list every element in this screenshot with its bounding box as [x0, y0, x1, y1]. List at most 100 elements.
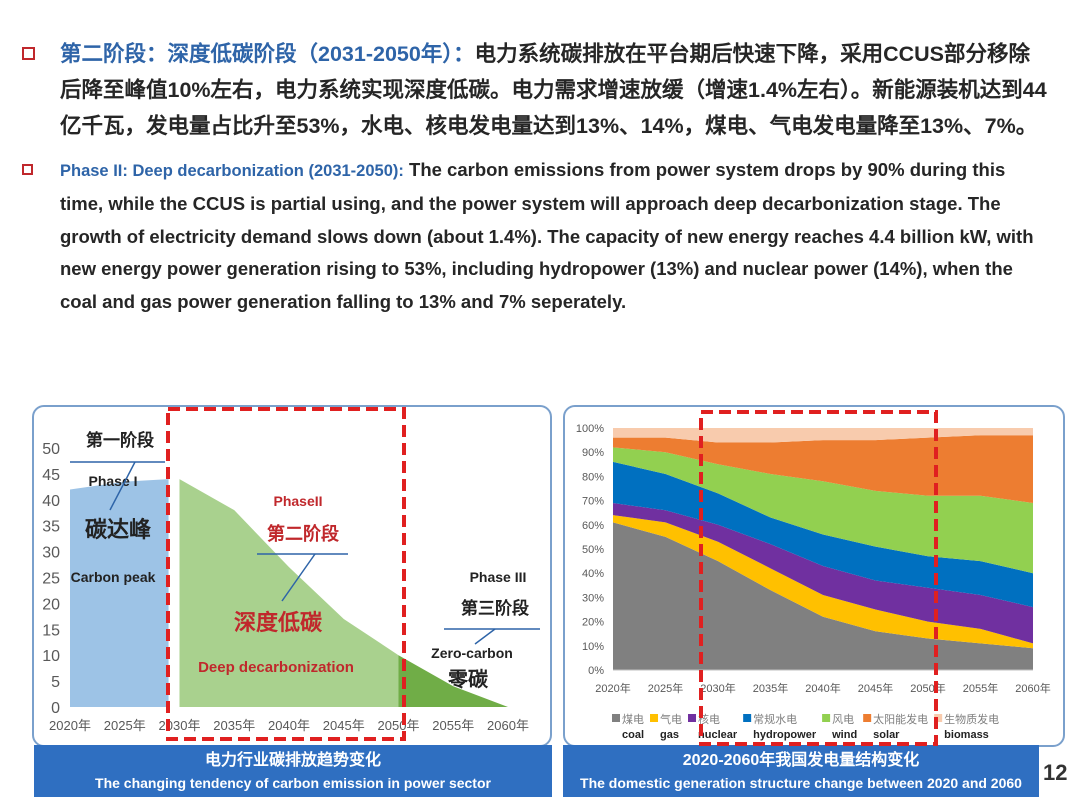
y-tick-label: 15	[42, 622, 60, 639]
x-tick-label: 2050年	[378, 718, 420, 733]
caption-zh: 电力行业碳排放趋势变化	[204, 752, 381, 769]
phase1-zh-label: 第一阶段	[86, 430, 154, 450]
legend-label-hydropower: 常规水电	[753, 712, 797, 726]
zero-carbon-en: Zero-carbon	[431, 645, 513, 661]
legend-en-solar: solar	[873, 729, 900, 741]
legend-swatch-biomass	[934, 714, 943, 722]
y-tick-label: 0	[51, 700, 60, 717]
y-tick-label: 20%	[582, 617, 604, 629]
en-paragraph: Phase II: Deep decarbonization (2031-205…	[22, 154, 1050, 319]
y-tick-label: 50	[42, 441, 60, 458]
carbon-peak-en: Carbon peak	[71, 569, 156, 585]
area-solar	[613, 435, 1033, 504]
phase2-zh-label: 第二阶段	[267, 523, 340, 544]
caption-en: The domestic generation structure change…	[580, 775, 1022, 791]
phase2-en-label: PhaseII	[273, 493, 322, 509]
x-tick-label: 2020年	[49, 718, 91, 733]
x-tick-label: 2055年	[963, 681, 998, 695]
x-tick-label: 2035年	[213, 718, 255, 733]
caption-zh: 2020-2060年我国发电量结构变化	[682, 752, 920, 769]
y-tick-label: 25	[42, 571, 60, 588]
phase2-highlight-box	[166, 407, 406, 741]
x-tick-label: 2045年	[323, 718, 365, 733]
en-highlight: Phase II: Deep decarbonization (2031-205…	[60, 162, 404, 180]
x-tick-label: 2045年	[858, 681, 893, 695]
legend-en-nuclear: nuclear	[698, 729, 738, 741]
en-body: The carbon emissions from power system d…	[60, 159, 1034, 313]
phase1-en-label: Phase I	[88, 473, 137, 489]
x-tick-label: 2030年	[700, 681, 735, 695]
y-tick-label: 35	[42, 519, 60, 536]
zero-carbon-zh: 零碳	[447, 667, 489, 691]
legend-label-biomass: 生物质发电	[944, 712, 999, 726]
legend-label-solar: 太阳能发电	[873, 712, 928, 726]
emission-area-phase-2	[179, 479, 399, 707]
y-tick-label: 60%	[582, 520, 604, 532]
x-tick-label: 2030年	[159, 718, 201, 733]
legend-swatch-wind	[822, 714, 831, 722]
legend-swatch-hydropower	[743, 714, 752, 722]
bullet-icon	[22, 164, 33, 175]
area-biomass	[613, 428, 1033, 443]
y-tick-label: 5	[51, 674, 60, 691]
y-tick-label: 10	[42, 648, 60, 665]
area-coal	[613, 522, 1033, 670]
phase3-en-label: Phase III	[470, 569, 527, 585]
carbon-peak-zh: 碳达峰	[85, 517, 152, 542]
legend-en-wind: wind	[831, 729, 857, 741]
caption-en: The changing tendency of carbon emission…	[95, 775, 491, 791]
area-nuclear	[613, 503, 1033, 644]
legend-en-biomass: biomass	[944, 729, 989, 741]
x-tick-label: 2060年	[1015, 681, 1050, 695]
x-tick-label: 2040年	[805, 681, 840, 695]
y-tick-label: 40%	[582, 568, 604, 580]
x-tick-label: 2025年	[648, 681, 683, 695]
y-tick-label: 100%	[576, 423, 604, 435]
legend-swatch-gas	[650, 714, 659, 722]
deep-decarb-zh: 深度低碳	[234, 610, 323, 635]
area-wind	[613, 447, 1033, 574]
y-tick-label: 50%	[582, 544, 604, 556]
zh-body: 电力系统碳排放在平台期后快速下降，采用CCUS部分移除后降至峰值10%左右，电力…	[60, 42, 1047, 138]
legend-en-coal: coal	[622, 729, 644, 741]
zh-paragraph: 第二阶段：深度低碳阶段（2031-2050年）：电力系统碳排放在平台期后快速下降…	[22, 36, 1050, 144]
callout-leader	[281, 553, 316, 602]
x-tick-label: 2040年	[268, 718, 310, 733]
x-tick-label: 2025年	[104, 718, 146, 733]
x-tick-label: 2050年	[910, 681, 945, 695]
legend-label-nuclear: 核电	[698, 712, 720, 726]
area-gas	[613, 515, 1033, 649]
generation-chart-caption: 2020-2060年我国发电量结构变化 The domestic generati…	[563, 745, 1039, 797]
callout-leader	[109, 461, 136, 511]
y-tick-label: 30%	[582, 592, 604, 604]
y-tick-label: 45	[42, 467, 60, 484]
y-tick-label: 10%	[582, 641, 604, 653]
x-tick-label: 2055年	[432, 718, 474, 733]
phase3-zh-label: 第三阶段	[461, 598, 529, 618]
emission-area-phase-3	[398, 655, 508, 707]
legend-swatch-solar	[863, 714, 872, 722]
legend-label-coal: 煤电	[622, 713, 644, 726]
x-tick-label: 2060年	[487, 718, 529, 733]
y-tick-label: 0%	[588, 665, 604, 677]
callout-leader	[474, 628, 496, 645]
legend-swatch-nuclear	[688, 714, 697, 722]
phase2-highlight-box	[699, 410, 938, 746]
legend-swatch-coal	[612, 714, 620, 722]
text-section: 第二阶段：深度低碳阶段（2031-2050年）：电力系统碳排放在平台期后快速下降…	[22, 36, 1050, 319]
legend-label-wind: 风电	[832, 713, 854, 726]
page-number: 12	[1043, 760, 1068, 785]
legend-en-gas: gas	[660, 729, 679, 741]
zh-highlight: 第二阶段：深度低碳阶段（2031-2050年）：	[60, 42, 475, 66]
y-tick-label: 20	[42, 596, 60, 613]
x-tick-label: 2035年	[753, 681, 788, 695]
bullet-icon	[22, 47, 35, 60]
x-tick-label: 2020年	[595, 681, 630, 695]
emission-area-phase-1	[70, 479, 169, 707]
legend-label-gas: 气电	[660, 712, 682, 726]
y-tick-label: 70%	[582, 496, 604, 508]
y-tick-label: 80%	[582, 471, 604, 483]
y-tick-label: 40	[42, 493, 60, 510]
deep-decarb-en: Deep decarbonization	[198, 659, 354, 676]
